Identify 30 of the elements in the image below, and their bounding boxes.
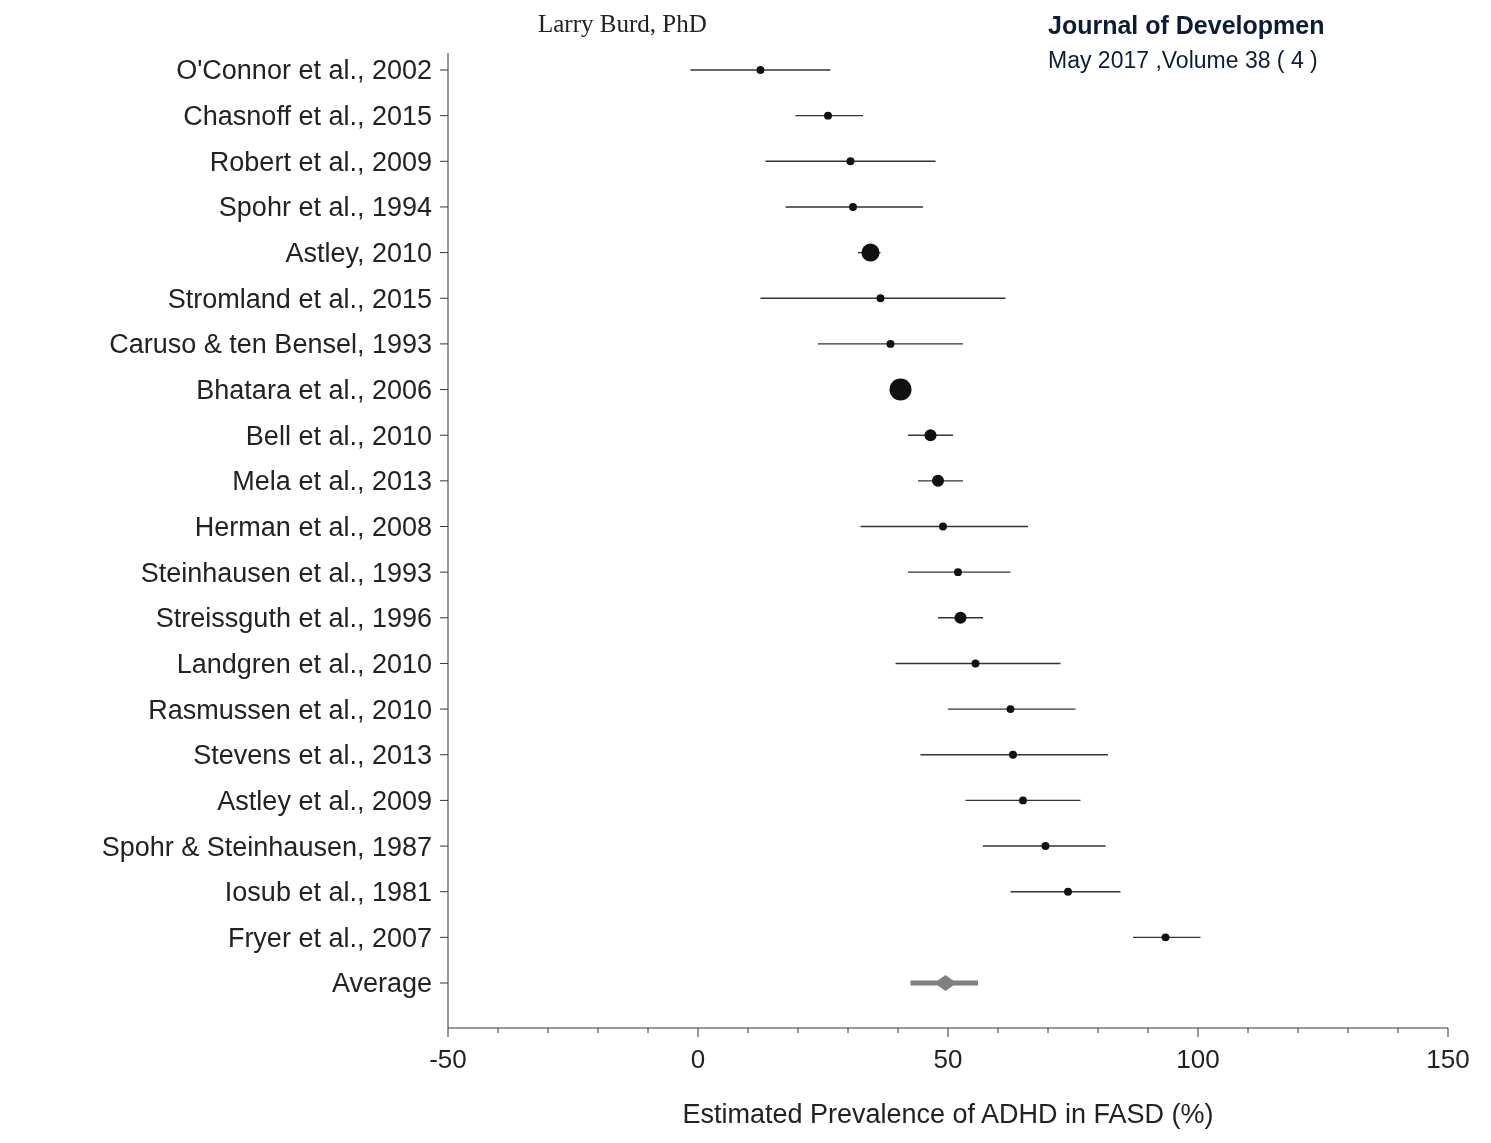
y-tick-label: Bhatara et al., 2006 [196, 375, 432, 405]
x-axis-title: Estimated Prevalence of ADHD in FASD (%) [682, 1099, 1214, 1129]
y-tick-label: Streissguth et al., 1996 [155, 603, 432, 634]
y-tick-label: Herman et al., 2008 [194, 511, 432, 542]
y-tick-label: Astley et al., 2009 [217, 785, 432, 816]
x-tick-label: 50 [933, 1044, 963, 1074]
x-tick-label: 100 [1176, 1044, 1220, 1074]
y-tick-label: Iosub et al., 1981 [224, 877, 432, 908]
y-tick-label: Spohr & Steinhausen, 1987 [101, 831, 432, 862]
x-tick-label: 150 [1426, 1044, 1470, 1074]
y-tick-label: Robert et al., 2009 [209, 146, 432, 177]
y-tick-label: Chasnoff et al., 2015 [183, 101, 432, 132]
y-tick-label: Bell et al., 2010 [245, 420, 432, 451]
y-tick-label: O'Connor et al., 2002 [176, 55, 432, 86]
y-tick-label: Steinhausen et al., 1993 [140, 557, 432, 588]
y-tick-label: Landgren et al., 2010 [176, 648, 432, 679]
x-tick-label: 0 [690, 1044, 706, 1074]
y-tick-label: Spohr et al., 1994 [218, 192, 432, 223]
x-tick-label: -50 [429, 1044, 467, 1074]
y-tick-label: Stevens et al., 2013 [193, 740, 432, 771]
y-tick-label: Fryer et al., 2007 [227, 922, 432, 953]
text: Journal of Developmen [1048, 11, 1325, 39]
annotation: May 2017 ,Volume 38 ( 4 ) [1048, 47, 1318, 73]
y-tick-label: Astley, 2010 [285, 238, 432, 269]
y-tick-label: Caruso & ten Bensel, 1993 [109, 329, 432, 360]
y-tick-label: Mela et al., 2013 [232, 466, 432, 497]
y-tick-label: Rasmussen et al., 2010 [148, 694, 432, 725]
y-tick-label: Average [331, 968, 432, 999]
text: Larry Burd, PhD [538, 10, 707, 37]
y-tick-label: Stromland et al., 2015 [167, 283, 432, 314]
